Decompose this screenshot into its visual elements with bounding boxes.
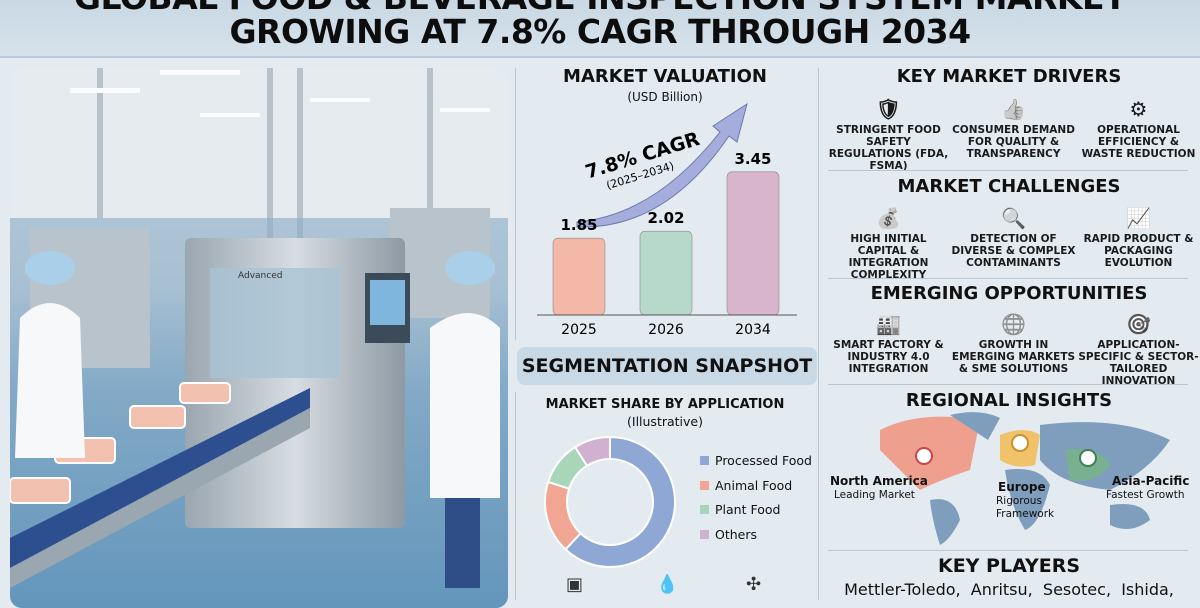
drone-icon: ✣: [746, 574, 762, 595]
donut-chart: [544, 435, 676, 568]
legend-item: Others: [700, 527, 757, 542]
growth-chart-icon: 📈: [1126, 206, 1151, 230]
divider: [515, 392, 516, 600]
fda-shield-icon: 🛡: [875, 97, 902, 121]
divider: [828, 170, 1188, 171]
money-bag-hand-icon: 💰: [876, 206, 901, 230]
factory-photo: Advanced: [10, 68, 508, 608]
region-na-note: Leading Market: [834, 489, 915, 501]
legend-label: Others: [715, 526, 758, 542]
region-apac-name: Asia-Pacific: [1112, 474, 1190, 488]
title-line-2: GROWING AT 7.8% CAGR THROUGH 2034: [229, 12, 971, 51]
world-map: [880, 412, 1170, 545]
drivers-item-label: OPERATIONAL EFFICIENCY & WASTE REDUCTION: [1081, 124, 1196, 160]
hand-drop-icon: 💧: [656, 574, 679, 595]
x-tick-label: 2025: [561, 322, 597, 338]
segmentation-header: SEGMENTATION SNAPSHOT: [517, 347, 817, 385]
bar-value-label: 3.45: [734, 150, 771, 168]
map-pin-icon: [1079, 449, 1097, 467]
legend-label: Animal Food: [715, 477, 793, 493]
challenges-item-label: DETECTION OF DIVERSE & COMPLEX CONTAMINA…: [951, 233, 1076, 269]
region-na-name: North America: [830, 474, 928, 488]
divider: [828, 278, 1188, 279]
donut-slice-processed-food: [564, 435, 676, 568]
drivers-title: KEY MARKET DRIVERS: [896, 66, 1122, 87]
challenges-item: 🔍 DETECTION OF DIVERSE & COMPLEX CONTAMIN…: [951, 203, 1076, 269]
challenges-item-label: RAPID PRODUCT & PACKAGING EVOLUTION: [1083, 233, 1194, 269]
bar-chart: 7.8% CAGR (2025–2034) 1.8520252.0220263.…: [537, 102, 797, 338]
drivers-item-label: STRINGENT FOOD SAFETY REGULATIONS (FDA, …: [828, 124, 949, 172]
opportunities-item: 🌐 GROWTH IN EMERGING MARKETS & SME SOLUTI…: [951, 309, 1076, 375]
legend-label: Plant Food: [715, 502, 781, 517]
legend-swatch: [700, 529, 709, 539]
bar-2034: [726, 171, 780, 316]
title-line-1: GLOBAL FOOD & BEVERAGE INSPECTION SYSTEM…: [0, 0, 1200, 17]
divider: [818, 68, 819, 600]
legend-item: Plant Food: [700, 502, 780, 517]
challenges-item: 📈 RAPID PRODUCT & PACKAGING EVOLUTION: [1076, 203, 1200, 269]
drivers-item: 🛡 STRINGENT FOOD SAFETY REGULATIONS (FDA,…: [826, 94, 951, 172]
bar-value-label: 1.85: [560, 216, 597, 234]
players-list: Mettler-Toledo, Anritsu, Sesotec, Ishida…: [844, 580, 1174, 599]
divider: [515, 68, 516, 340]
regional-title: REGIONAL INSIGHTS: [905, 390, 1113, 411]
challenges-title: MARKET CHALLENGES: [897, 176, 1121, 197]
growth-arrow-icon: [576, 102, 748, 228]
divider: [828, 384, 1188, 385]
donut-title: MARKET SHARE BY APPLICATION: [545, 397, 785, 412]
factory-illustration: Advanced: [10, 68, 508, 608]
valuation-title: MARKET VALUATION: [563, 66, 767, 87]
challenges-item-label: HIGH INITIAL CAPITAL & INTEGRATION COMPL…: [848, 233, 929, 281]
donut-subtitle: (Illustrative): [627, 414, 703, 429]
thumbs-up-icon: 👍: [1001, 97, 1026, 121]
opportunities-item-label: SMART FACTORY & INDUSTRY 4.0 INTEGRATION: [833, 339, 944, 375]
legend-label: Processed Food: [715, 453, 812, 468]
bar-value-label: 2.02: [647, 209, 684, 227]
opportunities-item-label: GROWTH IN EMERGING MARKETS & SME SOLUTIO…: [951, 339, 1076, 375]
challenges-item: 💰 HIGH INITIAL CAPITAL & INTEGRATION COMP…: [826, 203, 951, 281]
legend-swatch: [700, 505, 709, 514]
bar-2025: [552, 237, 606, 316]
donut-slice-animal-food: [544, 480, 582, 551]
region-eu-name: Europe: [998, 480, 1046, 494]
region-apac-note: Fastest Growth: [1106, 489, 1185, 501]
ai-chip-icon: ▣: [566, 574, 584, 595]
target-gear-icon: 🎯: [1126, 312, 1151, 336]
divider: [828, 550, 1188, 551]
valuation-unit: (USD Billion): [627, 90, 703, 104]
opportunities-title: EMERGING OPPORTUNITIES: [870, 283, 1148, 304]
magnifier-icon: 🔍: [1001, 206, 1026, 230]
opportunities-item: 🎯 APPLICATION-SPECIFIC & SECTOR-TAILORED …: [1076, 309, 1200, 387]
header-banner: GLOBAL FOOD & BEVERAGE INSPECTION SYSTEM…: [0, 0, 1200, 58]
map-pin-icon: [1011, 434, 1029, 452]
region-eu-note: Rigorous Framework: [996, 495, 1055, 520]
drivers-item: 👍 CONSUMER DEMAND FOR QUALITY & TRANSPARE…: [951, 94, 1076, 160]
opportunities-item: 🏭 SMART FACTORY & INDUSTRY 4.0 INTEGRATIO…: [826, 309, 951, 375]
drivers-item-label: CONSUMER DEMAND FOR QUALITY & TRANSPAREN…: [952, 124, 1075, 160]
legend-item: Processed Food: [700, 453, 812, 468]
machine-label: Advanced: [238, 271, 282, 281]
x-tick-label: 2034: [735, 322, 771, 338]
globe-hand-icon: 🌐: [1001, 312, 1026, 336]
legend-swatch: [700, 480, 709, 490]
x-tick-label: 2026: [648, 322, 684, 338]
bar-2026: [639, 230, 693, 316]
players-title: KEY PLAYERS: [937, 555, 1081, 577]
donut-slice-others: [573, 435, 611, 468]
map-pin-icon: [915, 447, 933, 465]
smart-factory-icon: 🏭: [876, 312, 901, 336]
opportunities-item-label: APPLICATION-SPECIFIC & SECTOR-TAILORED I…: [1078, 339, 1199, 387]
drivers-item: ⚙ OPERATIONAL EFFICIENCY & WASTE REDUCTIO…: [1076, 94, 1200, 160]
gear-cycle-icon: ⚙: [1129, 97, 1148, 121]
legend-item: Animal Food: [700, 478, 792, 493]
legend-swatch: [700, 456, 709, 465]
